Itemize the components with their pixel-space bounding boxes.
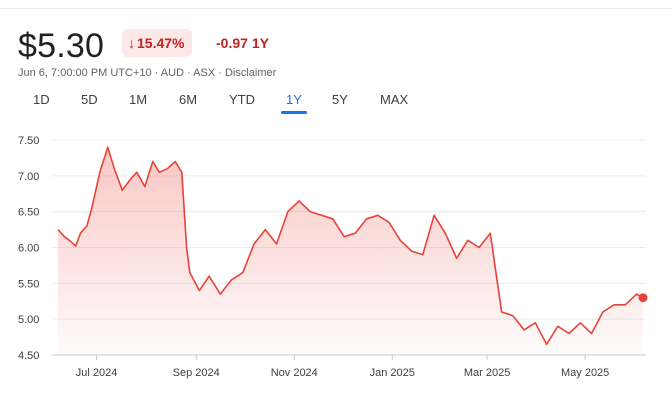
top-divider: [0, 8, 672, 9]
y-tick-label: 4.50: [18, 350, 39, 362]
y-tick-label: 5.00: [18, 314, 39, 326]
absolute-change: -0.97 1Y: [216, 35, 269, 51]
tab-max[interactable]: MAX: [380, 92, 409, 107]
x-tick-label: Mar 2025: [464, 367, 510, 379]
tab-5d[interactable]: 5D: [81, 92, 98, 107]
price-chart[interactable]: 7.50 7.00 6.50 6.00 5.50 5.00 4.50 Jul 2024 Sep…: [0, 122, 672, 400]
price-area: [58, 147, 643, 355]
tab-5y[interactable]: 5Y: [332, 92, 348, 107]
latest-price-dot[interactable]: [638, 293, 648, 303]
tab-1y[interactable]: 1Y: [281, 92, 307, 114]
y-tick-label: 7.50: [18, 135, 39, 147]
tab-ytd[interactable]: YTD: [229, 92, 255, 107]
tab-6m[interactable]: 6M: [179, 92, 198, 107]
y-tick-label: 6.50: [18, 207, 39, 219]
x-tick-label: Jul 2024: [76, 367, 118, 379]
y-tick-label: 7.00: [18, 171, 39, 183]
x-axis-ticks: Jul 2024 Sep 2024 Nov 2024 Jan 2025 Mar 2025…: [76, 355, 609, 379]
tab-1m[interactable]: 1M: [129, 92, 148, 107]
quote-meta: Jun 6, 7:00:00 PM UTC+10 · AUD · ASX · D…: [18, 67, 277, 79]
change-period: 1Y: [251, 35, 269, 51]
absolute-change-value: -0.97: [216, 35, 248, 51]
x-tick-label: Nov 2024: [271, 367, 318, 379]
percent-change-badge: ↓ 15.47%: [122, 29, 193, 57]
price-line: [57, 146, 644, 346]
x-tick-label: May 2025: [561, 367, 609, 379]
current-price: $5.30: [18, 27, 105, 65]
tab-1d[interactable]: 1D: [33, 92, 50, 107]
x-tick-label: Sep 2024: [173, 367, 220, 379]
y-axis-labels: 7.50 7.00 6.50 6.00 5.50 5.00 4.50: [18, 135, 39, 362]
arrow-down-icon: ↓: [128, 35, 135, 51]
percent-change-value: 15.47%: [137, 35, 185, 51]
y-tick-label: 6.00: [18, 243, 39, 255]
y-tick-label: 5.50: [18, 278, 39, 290]
x-tick-label: Jan 2025: [370, 367, 415, 379]
